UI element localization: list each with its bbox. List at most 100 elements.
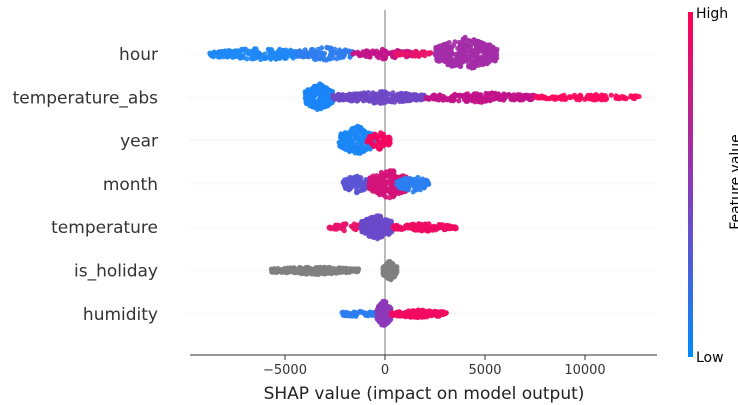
shap-point bbox=[394, 224, 400, 230]
shap-point bbox=[310, 54, 316, 60]
shap-point bbox=[352, 174, 358, 180]
shap-point bbox=[378, 145, 384, 151]
shap-point bbox=[469, 48, 475, 55]
shap-point bbox=[563, 96, 569, 102]
shap-point bbox=[456, 98, 462, 104]
shap-point bbox=[429, 312, 436, 318]
shap-point bbox=[253, 46, 259, 52]
shap-point bbox=[375, 315, 381, 321]
shap-point bbox=[349, 126, 355, 132]
shap-point bbox=[426, 221, 432, 227]
shap-point bbox=[448, 49, 455, 55]
shap-point bbox=[359, 219, 365, 225]
shap-point bbox=[430, 92, 436, 99]
shap-point bbox=[384, 304, 390, 310]
shap-point bbox=[376, 215, 382, 221]
shap-point bbox=[359, 228, 365, 234]
x-tick-label: 0 bbox=[381, 363, 389, 378]
shap-point bbox=[361, 90, 367, 96]
shap-point bbox=[401, 226, 407, 232]
shap-point bbox=[513, 93, 519, 99]
shap-point bbox=[483, 50, 489, 56]
shap-point bbox=[405, 187, 411, 193]
shap-point bbox=[262, 51, 268, 57]
shap-point bbox=[427, 308, 433, 314]
shap-point bbox=[380, 267, 386, 273]
shap-point bbox=[385, 218, 391, 224]
shap-point bbox=[381, 229, 387, 235]
shap-point bbox=[354, 133, 361, 139]
shap-point bbox=[377, 100, 383, 106]
feature-label-temperature: temperature bbox=[51, 218, 158, 238]
shap-point bbox=[209, 53, 215, 59]
shap-point bbox=[246, 48, 252, 54]
shap-point bbox=[407, 314, 413, 320]
shap-point bbox=[372, 231, 378, 237]
shap-point bbox=[439, 224, 445, 230]
shap-point bbox=[572, 94, 578, 100]
shap-point bbox=[311, 49, 317, 55]
shap-point bbox=[471, 64, 477, 70]
shap-point bbox=[602, 94, 608, 100]
shap-point bbox=[341, 177, 348, 183]
colorbar-low-label: Low bbox=[696, 350, 724, 366]
feature-label-year: year bbox=[120, 132, 158, 152]
feature-label-temperature_abs: temperature_abs bbox=[13, 88, 159, 108]
shap-point bbox=[273, 56, 279, 62]
shap-point bbox=[411, 184, 417, 190]
shap-point bbox=[472, 60, 478, 66]
shap-point bbox=[386, 134, 392, 140]
shap-point bbox=[370, 177, 376, 183]
shap-point bbox=[450, 58, 457, 64]
shap-point bbox=[444, 225, 450, 231]
shap-point bbox=[592, 97, 598, 103]
shap-point bbox=[351, 221, 357, 227]
shap-point bbox=[334, 56, 340, 62]
x-tick-label: 5000 bbox=[468, 363, 501, 378]
shap-point bbox=[366, 183, 372, 189]
shap-point bbox=[312, 83, 318, 90]
shap-point bbox=[506, 92, 512, 98]
shap-point bbox=[283, 47, 289, 53]
shap-point bbox=[409, 52, 415, 58]
shap-point bbox=[266, 47, 272, 53]
shap-point bbox=[422, 221, 428, 227]
shap-point bbox=[340, 145, 346, 151]
shap-point bbox=[365, 90, 371, 96]
shap-point bbox=[392, 269, 398, 275]
shap-point bbox=[424, 314, 430, 320]
shap-point bbox=[380, 172, 386, 178]
shap-point bbox=[390, 312, 396, 318]
shap-point bbox=[464, 58, 470, 64]
shap-point bbox=[466, 95, 472, 101]
shap-point bbox=[448, 45, 454, 51]
shap-point bbox=[363, 48, 369, 54]
shap-point bbox=[406, 91, 412, 97]
shap-point bbox=[380, 186, 386, 192]
shap-point bbox=[390, 184, 396, 191]
shap-point bbox=[384, 308, 390, 314]
shap-point bbox=[298, 52, 304, 58]
feature-label-humidity: humidity bbox=[83, 305, 158, 325]
shap-point bbox=[306, 92, 312, 98]
shap-point bbox=[487, 98, 493, 104]
shap-point bbox=[439, 51, 445, 57]
shap-point bbox=[432, 308, 438, 315]
shap-point bbox=[377, 140, 383, 146]
shap-point bbox=[402, 183, 408, 189]
feature-label-hour: hour bbox=[119, 45, 158, 65]
shap-point bbox=[387, 98, 393, 104]
shap-point bbox=[433, 48, 439, 54]
shap-point bbox=[319, 50, 325, 56]
shap-point bbox=[622, 96, 628, 102]
shap-point bbox=[367, 98, 373, 104]
shap-point bbox=[310, 267, 316, 274]
feature-dots-humidity bbox=[339, 298, 449, 328]
shap-point bbox=[236, 54, 243, 60]
shap-point bbox=[330, 55, 336, 61]
shap-point bbox=[419, 50, 425, 56]
shap-point bbox=[316, 101, 322, 107]
shap-point bbox=[366, 312, 372, 318]
shap-point bbox=[391, 174, 397, 180]
shap-point bbox=[383, 137, 389, 143]
